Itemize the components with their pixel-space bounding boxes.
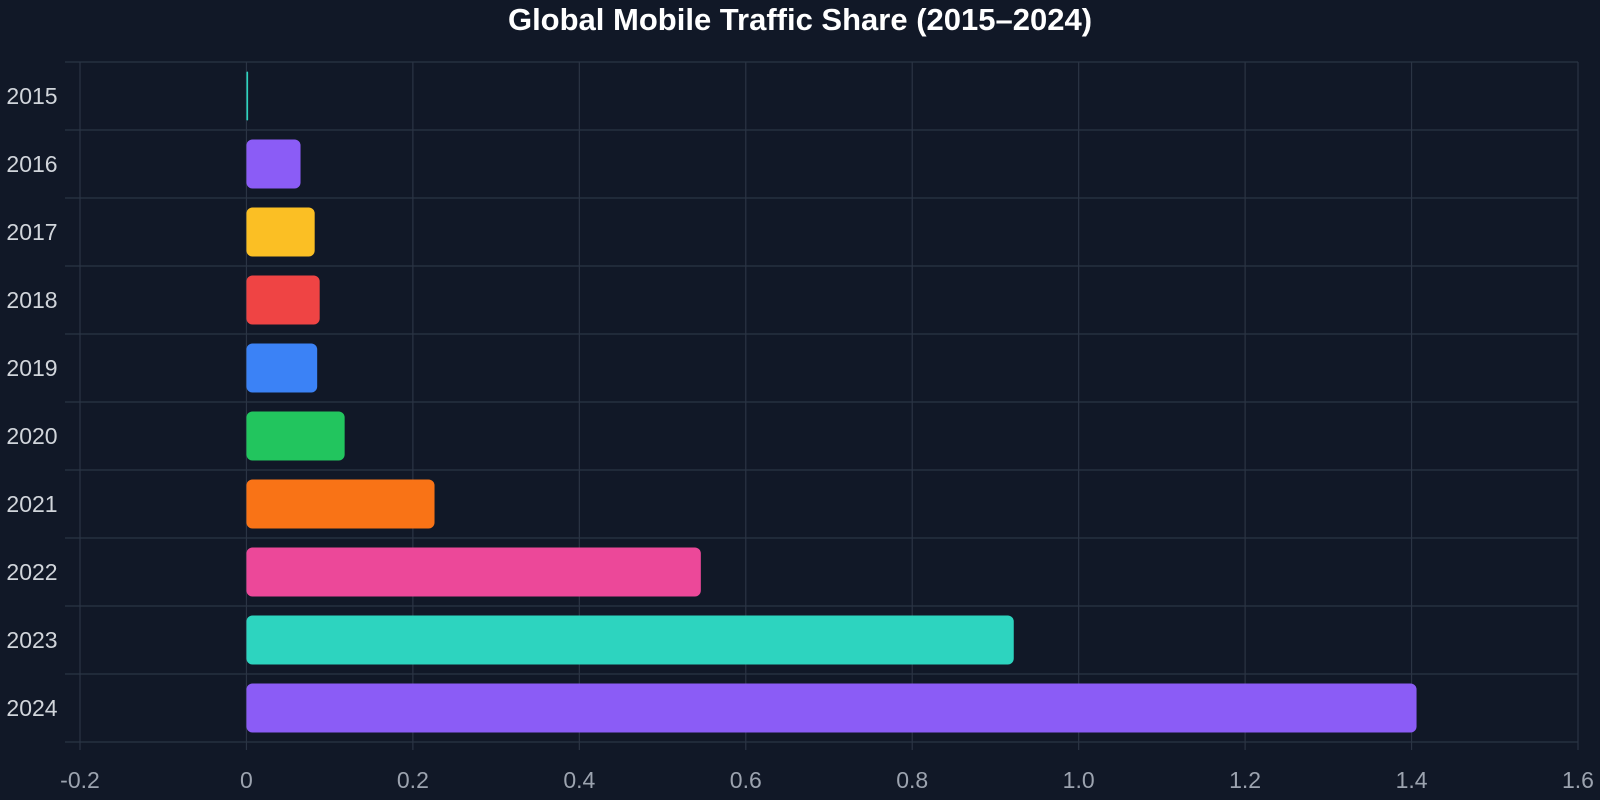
x-tick-label: 0.6 xyxy=(730,767,762,793)
x-tick-label: 1.0 xyxy=(1063,767,1095,793)
y-category-label: 2023 xyxy=(6,627,57,653)
bar-2024 xyxy=(246,683,1417,733)
bar-2017 xyxy=(246,207,315,257)
bar-2019 xyxy=(246,343,318,393)
x-tick-label: 1.2 xyxy=(1229,767,1261,793)
y-category-label: 2017 xyxy=(6,219,57,245)
y-category-label: 2016 xyxy=(6,151,57,177)
x-tick-label: 0.4 xyxy=(563,767,595,793)
bar-2020 xyxy=(246,411,345,461)
y-category-label: 2018 xyxy=(6,287,57,313)
x-tick-label: 0.8 xyxy=(896,767,928,793)
y-category-label: 2019 xyxy=(6,355,57,381)
bar-2015 xyxy=(246,71,249,121)
grid-lines xyxy=(65,61,1579,750)
x-tick-label: -0.2 xyxy=(60,767,100,793)
x-tick-label: 1.4 xyxy=(1396,767,1428,793)
chart-title: Global Mobile Traffic Share (2015–2024) xyxy=(508,2,1092,37)
y-category-label: 2020 xyxy=(6,423,57,449)
y-category-label: 2022 xyxy=(6,559,57,585)
x-tick-label: 0 xyxy=(240,767,253,793)
bar-2023 xyxy=(246,615,1014,665)
y-category-label: 2024 xyxy=(6,695,57,721)
bar-2016 xyxy=(246,139,301,189)
y-category-label: 2015 xyxy=(6,83,57,109)
bars xyxy=(246,71,1417,733)
bar-2022 xyxy=(246,547,701,597)
x-tick-label: 1.6 xyxy=(1562,767,1594,793)
y-axis-category-labels: 2015 2016 2017 2018 2019 2020 2021 2022 2023 2024 xyxy=(6,83,57,721)
y-category-label: 2021 xyxy=(6,491,57,517)
x-axis-tick-labels: -0.2 0 0.2 0.4 0.6 0.8 1.0 1.2 1.4 1.6 xyxy=(60,767,1594,793)
bar-2021 xyxy=(246,479,435,529)
x-tick-label: 0.2 xyxy=(397,767,429,793)
bar-2018 xyxy=(246,275,320,325)
